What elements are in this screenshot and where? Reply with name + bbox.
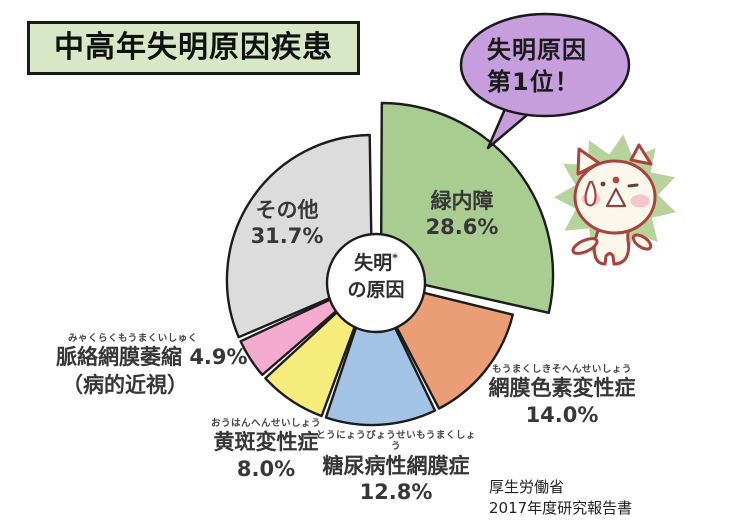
label-macular-degeneration: おうはんへんせいしょう 黄斑変性症 8.0% [196, 418, 336, 483]
myaku-name: 脈絡網膜萎縮 [56, 345, 182, 370]
cat-left-arm [571, 237, 599, 255]
source-line-1: 厚生労働省 [489, 478, 565, 496]
bubble-line-1: 失明原因 [487, 36, 587, 64]
rp-name: 網膜色素変性症 [488, 376, 636, 401]
dm-percent: 12.8% [359, 480, 433, 505]
label-diabetic-retinopathy: とうにょうびょうせいもうまくしょう 糖尿病性網膜症 12.8% [312, 430, 480, 506]
label-chorioretinal-atrophy: みゃくらくもうまくいしゅく 脈絡網膜萎縮 4.9% （病的近視） [56, 333, 271, 398]
center-asterisk: * [392, 251, 398, 265]
pie-center-label: 失明* の原因 [326, 250, 426, 303]
myaku-furigana: みゃくらくもうまくいしゅく [68, 333, 198, 344]
label-retinitis-pigmentosa: もうまくしきそへんせいしょう 網膜色素変性症 14.0% [478, 364, 646, 429]
pie-center-circle [325, 232, 427, 334]
dm-name: 糖尿病性網膜症 [322, 453, 470, 478]
page-title: 中高年失明原因疾患 [27, 21, 360, 75]
center-sub: の原因 [347, 278, 405, 301]
rp-percent: 14.0% [525, 402, 599, 427]
macula-furigana: おうはんへんせいしょう [210, 418, 321, 429]
others-percent: 31.7% [250, 224, 324, 249]
glaucoma-name: 緑内障 [430, 189, 494, 213]
bubble-line-2: 第1位！ [487, 68, 580, 97]
cat-nose [612, 176, 620, 184]
myaku-percent: 4.9% [189, 345, 248, 370]
label-glaucoma: 緑内障 28.6% [392, 188, 532, 242]
dm-furigana: とうにょうびょうせいもうまくしょう [316, 430, 476, 453]
cat-body [592, 224, 632, 266]
cat-right-ear [629, 143, 653, 166]
pie-slice-2 [324, 278, 437, 427]
glaucoma-percent: 28.6% [425, 215, 499, 240]
source-note: 厚生労働省 2017年度研究報告書 [489, 477, 632, 519]
rp-furigana: もうまくしきそへんせいしょう [492, 364, 632, 375]
cat-tear [584, 180, 597, 207]
crying-cat-icon [571, 143, 657, 266]
source-line-2: 2017年度研究報告書 [489, 499, 633, 517]
myaku-note: （病的近視） [62, 372, 188, 397]
cat-left-eye [600, 181, 606, 187]
macula-name: 黄斑変性症 [213, 430, 319, 455]
pie-slice-0 [379, 101, 555, 314]
cat-right-eye [627, 183, 639, 188]
cat-right-arm [631, 233, 653, 251]
cat-mouth [605, 187, 627, 208]
speech-bubble [459, 12, 631, 118]
others-name: その他 [255, 198, 319, 222]
label-others: その他 31.7% [217, 197, 357, 251]
macula-percent: 8.0% [236, 456, 296, 481]
center-main: 失明 [354, 252, 393, 274]
speech-bubble-text: 失明原因 第1位！ [487, 34, 587, 99]
myaku-name-line: 脈絡網膜萎縮 4.9% [56, 344, 271, 371]
cat-right-cheek [630, 194, 650, 208]
